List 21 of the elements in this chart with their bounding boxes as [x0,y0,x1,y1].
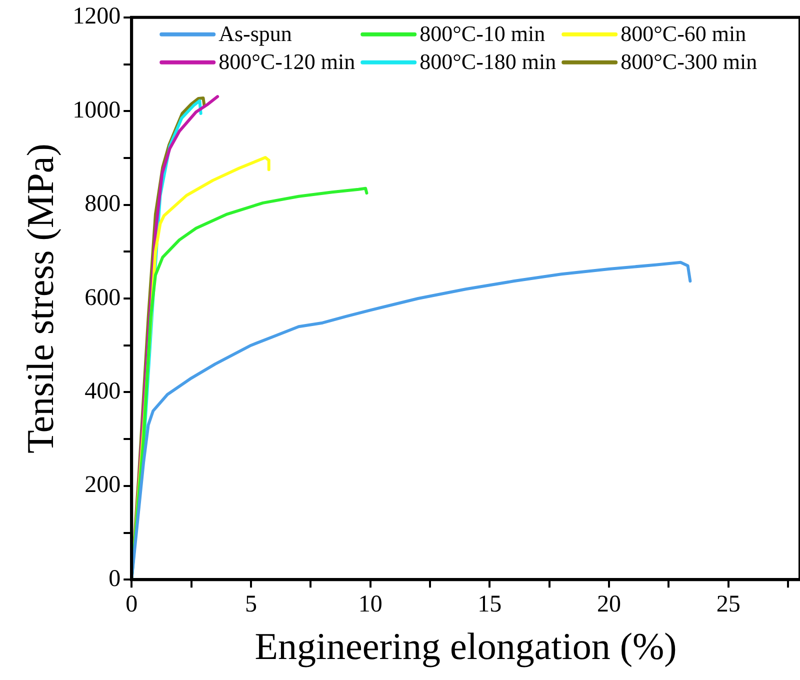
legend-label: As-spun [218,21,292,46]
y-tick-label: 1200 [72,4,121,30]
x-tick-label: 15 [478,591,502,618]
x-tick-label: 25 [716,591,740,618]
y-tick-label: 0 [108,566,121,592]
y-tick-label: 600 [84,284,121,311]
x-tick-label: 0 [126,591,138,618]
legend-label: 800°C-180 min [420,49,556,74]
y-axis-title: Tensile stress (MPa) [20,144,62,454]
y-tick-label: 400 [84,378,121,404]
x-tick-label: 20 [597,591,622,618]
y-tick-label: 200 [84,472,121,498]
legend-label: 800°C-10 min [420,21,546,46]
x-axis-title: Engineering elongation (%) [254,626,677,668]
x-tick-label: 10 [358,591,382,618]
legend-label: 800°C-300 min [620,49,758,74]
legend-label: 800°C-120 min [218,49,356,74]
x-tick-label: 5 [244,591,257,618]
y-tick-label: 800 [84,191,121,218]
legend-label: 800°C-60 min [620,21,746,46]
y-tick-label: 1000 [72,97,121,124]
